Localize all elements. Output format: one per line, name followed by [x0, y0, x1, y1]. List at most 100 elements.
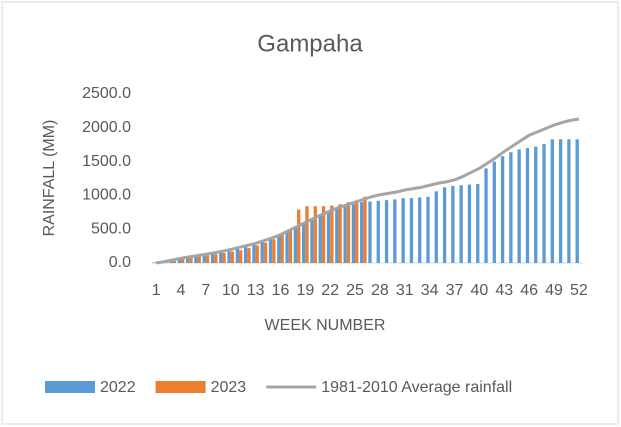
bar	[197, 256, 201, 263]
y-tick-label: 500.0	[91, 220, 131, 237]
y-tick-label: 2000.0	[82, 119, 131, 136]
x-tick-label: 43	[495, 282, 513, 299]
legend-swatch	[155, 381, 206, 393]
line	[155, 117, 580, 265]
bar	[185, 256, 190, 263]
bar	[263, 242, 268, 263]
bar	[575, 139, 579, 263]
bar	[260, 242, 264, 263]
bar	[368, 201, 372, 263]
bar	[205, 255, 210, 263]
bar	[305, 206, 309, 263]
bar	[500, 156, 505, 263]
y-tick-label: 1000.0	[82, 187, 131, 204]
x-tick-label: 49	[545, 282, 563, 299]
bar	[335, 208, 339, 263]
bar	[277, 235, 281, 263]
x-tick-label: 7	[201, 282, 210, 299]
bar	[310, 219, 314, 263]
bar	[214, 254, 218, 263]
bar	[451, 185, 455, 263]
bar	[189, 257, 193, 263]
bar	[152, 262, 157, 263]
chart-title: Gampaha	[257, 30, 363, 57]
bar	[558, 139, 563, 263]
bar	[343, 206, 347, 263]
bar	[272, 239, 276, 263]
bar	[313, 206, 317, 263]
bar	[484, 168, 488, 263]
bar	[330, 205, 334, 263]
bar	[401, 198, 405, 263]
bar	[252, 244, 256, 263]
x-tick-label: 46	[520, 282, 538, 299]
y-axis-label: RAINFALL (MM)	[41, 120, 58, 237]
bar	[363, 196, 367, 263]
legend-label: 2023	[211, 379, 247, 396]
x-tick-label: 1	[152, 282, 161, 299]
bar	[426, 196, 430, 263]
bar	[442, 187, 447, 263]
bar	[318, 215, 322, 263]
bar	[509, 152, 513, 263]
x-tick-label: 28	[371, 282, 389, 299]
legend-label: 2022	[100, 379, 136, 396]
x-tick-label: 19	[296, 282, 314, 299]
bar	[567, 139, 571, 263]
bar	[172, 260, 177, 263]
x-tick-label: 25	[346, 282, 364, 299]
bar	[338, 204, 342, 263]
legend-label: 1981-2010 Average rainfall	[321, 379, 512, 396]
bar	[293, 227, 298, 263]
y-tick-label: 2500.0	[82, 85, 131, 102]
bar	[355, 200, 359, 263]
x-tick-label: 22	[321, 282, 339, 299]
x-tick-label: 13	[247, 282, 265, 299]
bar	[255, 245, 259, 263]
x-tick-label: 34	[421, 282, 439, 299]
bar	[202, 254, 206, 263]
bar	[268, 239, 273, 263]
y-tick-label: 1500.0	[82, 153, 131, 170]
bar	[194, 255, 198, 263]
bar	[244, 246, 248, 263]
legend-swatch	[45, 381, 95, 393]
bar	[393, 199, 397, 263]
bar	[280, 234, 284, 263]
bar	[326, 212, 331, 263]
bar	[321, 206, 326, 263]
x-tick-label: 40	[470, 282, 488, 299]
bar	[297, 209, 301, 263]
bar	[247, 248, 251, 263]
bar	[409, 198, 414, 263]
bar	[302, 223, 306, 263]
bar	[476, 183, 480, 263]
bar	[285, 232, 289, 263]
bar	[542, 144, 546, 263]
bar	[434, 191, 438, 263]
bar	[288, 230, 293, 263]
bar	[239, 250, 243, 263]
x-tick-label: 31	[396, 282, 414, 299]
bar	[467, 184, 472, 263]
bar	[418, 197, 422, 263]
x-axis-label: WEEK NUMBER	[265, 317, 386, 334]
bar	[235, 248, 240, 263]
x-tick-label: 37	[446, 282, 464, 299]
bar	[230, 251, 235, 263]
bar	[227, 250, 231, 263]
bar	[525, 148, 530, 263]
bar	[384, 200, 389, 263]
bar	[177, 258, 182, 263]
bar	[550, 139, 554, 263]
y-tick-label: 0.0	[109, 254, 131, 271]
bar	[210, 253, 215, 263]
x-tick-label: 16	[272, 282, 290, 299]
bar	[492, 161, 496, 263]
bar	[534, 146, 538, 263]
bar	[222, 252, 226, 263]
x-tick-label: 10	[222, 282, 240, 299]
bar	[517, 149, 521, 263]
